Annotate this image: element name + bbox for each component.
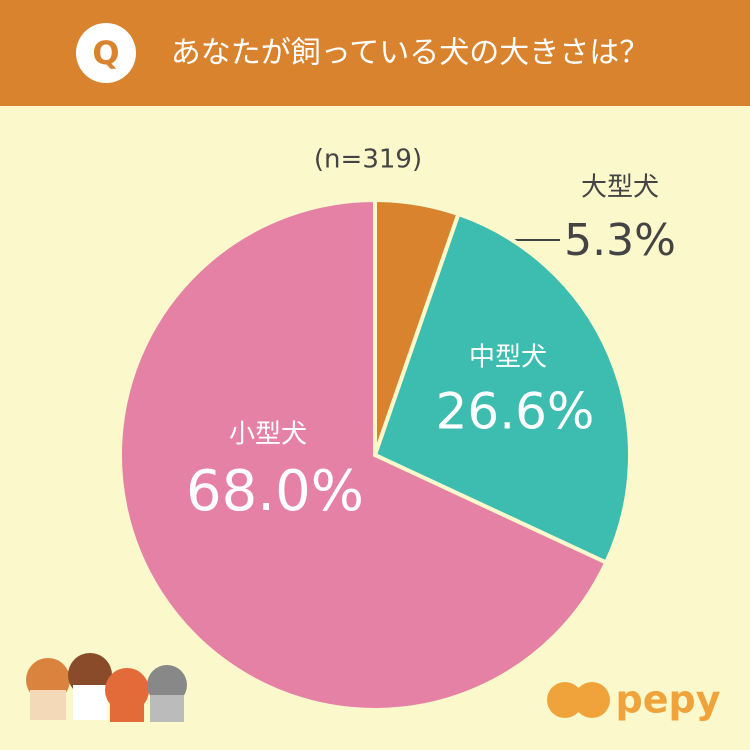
logo-icon xyxy=(574,682,610,718)
dogs xyxy=(26,653,187,722)
value-label: 26.6% xyxy=(436,383,595,441)
badge: Q xyxy=(92,34,119,72)
logo-icon xyxy=(547,682,583,718)
logo: pepy xyxy=(616,678,721,722)
chart-subtitle: (n=319) xyxy=(314,145,422,175)
category-label: 小型犬 xyxy=(229,420,307,450)
chart-title: あなたが飼っている犬の大きさは？ xyxy=(171,36,650,71)
pie-slice xyxy=(372,211,632,566)
category-label: 大型犬 xyxy=(581,173,659,203)
pie-slice xyxy=(118,197,609,712)
badge-circle xyxy=(76,23,136,83)
value-label: 68.0% xyxy=(186,459,364,524)
value-label: 5.3% xyxy=(564,215,676,266)
category-label: 中型犬 xyxy=(469,343,547,373)
